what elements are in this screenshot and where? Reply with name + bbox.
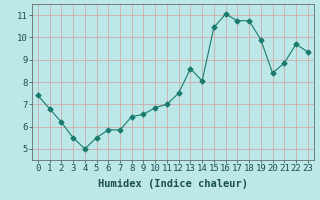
X-axis label: Humidex (Indice chaleur): Humidex (Indice chaleur) — [98, 179, 248, 189]
